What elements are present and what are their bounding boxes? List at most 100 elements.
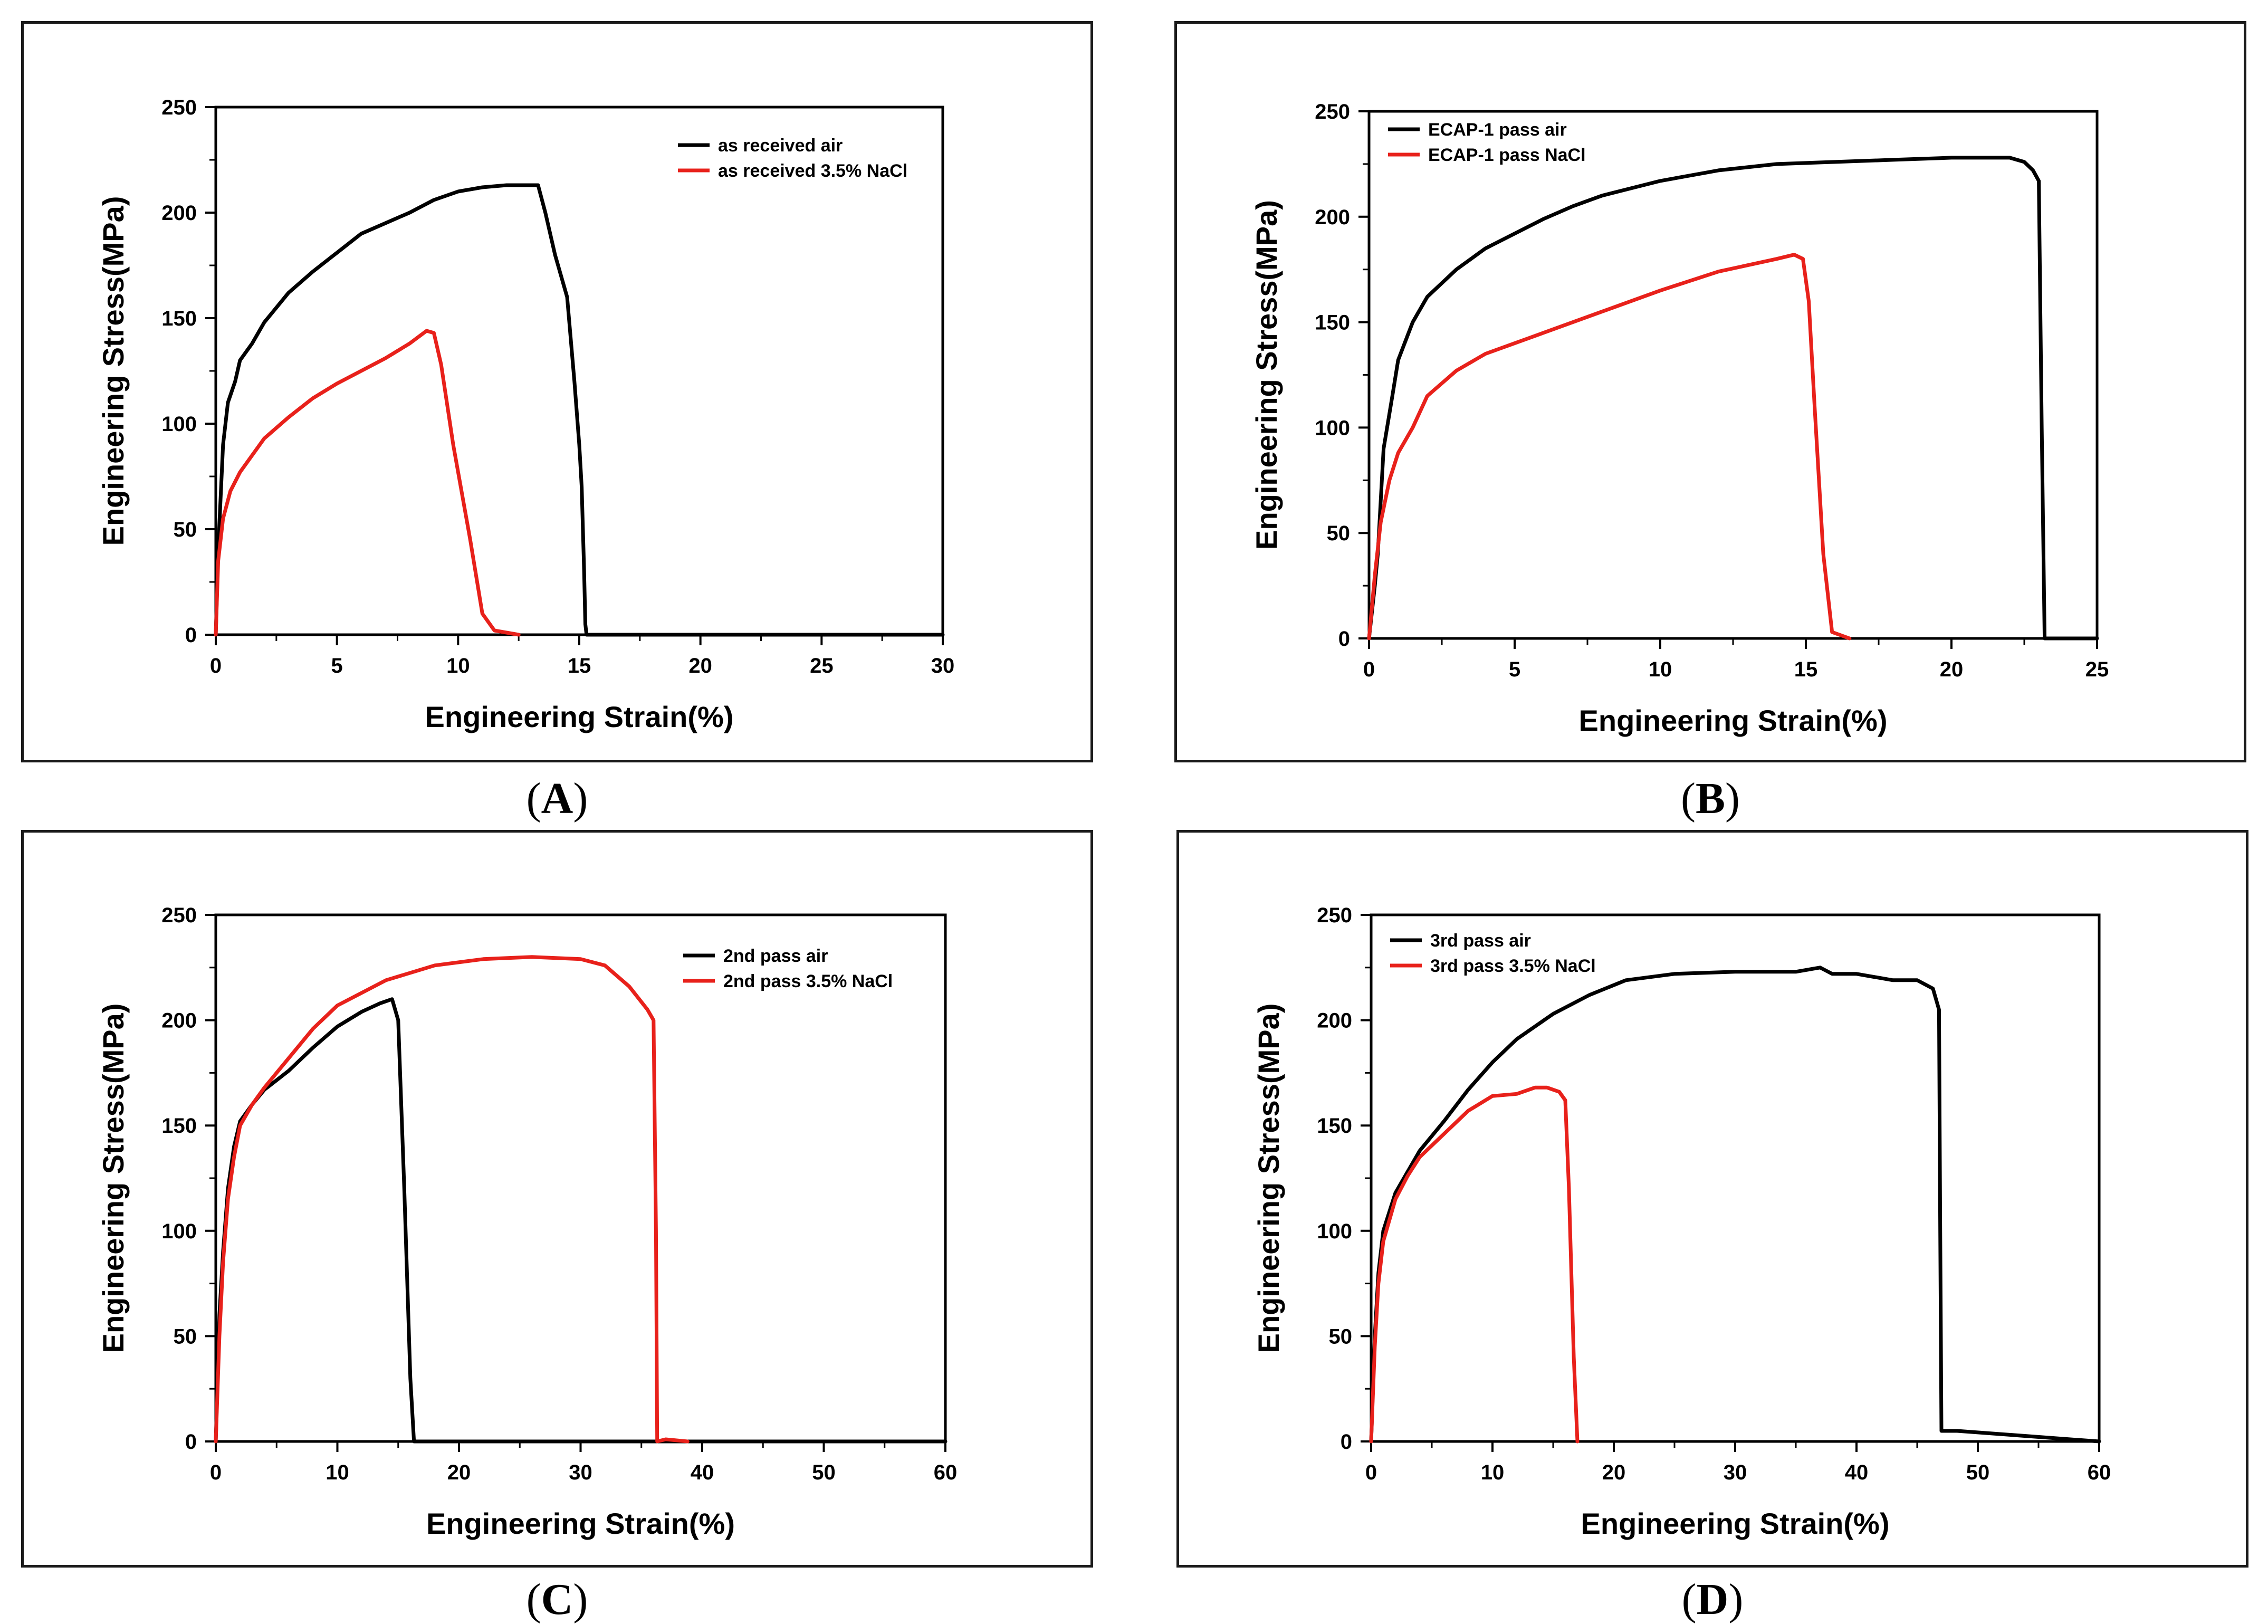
- x-tick-label-b-5: 25: [2085, 658, 2109, 681]
- series-line-d-0: [1369, 966, 2101, 1444]
- x-tick-label-d-6: 60: [2088, 1461, 2111, 1484]
- caption-c-open: (: [526, 1575, 541, 1624]
- y-tick-label-c-5: 250: [161, 904, 197, 927]
- x-axis-title-d: Engineering Strain(%): [1581, 1507, 1890, 1540]
- y-tick-label-d-4: 200: [1317, 1009, 1352, 1033]
- x-tick-label-a-3: 15: [568, 654, 591, 677]
- y-tick-label-b-3: 150: [1315, 311, 1350, 335]
- chart-c: 0 10 20 30 40 50 60 0 50 100 150 200 250 Engineering …: [97, 904, 958, 1540]
- x-tick-label-d-0: 0: [1365, 1461, 1377, 1484]
- y-tick-label-c-3: 150: [161, 1114, 197, 1138]
- y-tick-label-d-5: 250: [1317, 904, 1352, 927]
- x-tick-label-a-5: 25: [810, 654, 834, 677]
- y-axis-title-b: Engineering Stress(MPa): [1250, 200, 1283, 550]
- x-tick-label-a-1: 5: [331, 654, 343, 677]
- x-axis-title-c: Engineering Strain(%): [426, 1507, 735, 1540]
- y-tick-label-c-0: 0: [185, 1430, 197, 1454]
- y-axis-title-d: Engineering Stress(MPa): [1252, 1004, 1285, 1353]
- x-tick-label-b-0: 0: [1363, 658, 1375, 681]
- caption-b-open: (: [1681, 774, 1696, 823]
- x-tick-label-a-4: 20: [688, 654, 712, 677]
- series-line-a-1: [214, 329, 521, 637]
- x-tick-label-c-5: 50: [812, 1461, 836, 1484]
- x-tick-label-b-2: 10: [1649, 658, 1672, 681]
- y-tick-label-a-3: 150: [161, 307, 197, 330]
- y-tick-label-a-0: 0: [185, 624, 197, 647]
- chart-d: 0 10 20 30 40 50 60 0 50 100 150 200 250 Engineering …: [1252, 904, 2111, 1540]
- y-tick-label-a-1: 50: [174, 518, 197, 541]
- y-axis-title-c: Engineering Stress(MPa): [97, 1004, 130, 1353]
- chart-a: 0 5 10 15 20 25 30 0 50 100 150 200 250 Engineering S…: [97, 96, 955, 733]
- legend-label-a-1: as received 3.5% NaCl: [718, 161, 907, 181]
- y-axis-title-a: Engineering Stress(MPa): [97, 196, 130, 546]
- x-tick-label-a-0: 0: [210, 654, 222, 677]
- series-line-d-1: [1369, 1085, 1580, 1444]
- legend-label-c-1: 2nd pass 3.5% NaCl: [723, 971, 893, 991]
- y-tick-label-b-4: 200: [1315, 206, 1350, 229]
- x-tick-label-c-2: 20: [447, 1461, 471, 1484]
- y-tick-label-d-2: 100: [1317, 1220, 1352, 1243]
- y-tick-label-d-3: 150: [1317, 1114, 1352, 1138]
- series-line-b-1: [1367, 253, 1852, 641]
- series-line-a-0: [214, 183, 945, 637]
- x-axis-title-b: Engineering Strain(%): [1579, 704, 1888, 737]
- x-tick-label-c-1: 10: [326, 1461, 349, 1484]
- y-tick-label-c-1: 50: [174, 1325, 197, 1348]
- y-tick-label-b-5: 250: [1315, 100, 1350, 123]
- x-tick-label-c-4: 40: [691, 1461, 714, 1484]
- y-tick-label-a-4: 200: [161, 202, 197, 225]
- x-axis-title-a: Engineering Strain(%): [425, 700, 734, 733]
- x-tick-label-c-3: 30: [569, 1461, 592, 1484]
- plot-frame-d: [1370, 913, 2101, 1443]
- y-tick-label-c-4: 200: [161, 1009, 197, 1033]
- caption-c-letter: C: [541, 1575, 573, 1624]
- caption-d-open: (: [1681, 1575, 1697, 1624]
- caption-a: (A): [399, 777, 715, 821]
- chart-panel-c: 0 10 20 30 40 50 60 0 50 100 150 200 250 Engineering …: [21, 830, 1093, 1568]
- legend-label-b-0: ECAP-1 pass air: [1428, 120, 1567, 140]
- y-tick-label-d-0: 0: [1341, 1430, 1352, 1454]
- legend-label-c-0: 2nd pass air: [723, 946, 828, 966]
- y-tick-label-b-1: 50: [1327, 522, 1351, 545]
- x-tick-label-d-1: 10: [1481, 1461, 1505, 1484]
- y-tick-label-b-2: 100: [1315, 416, 1350, 440]
- x-tick-label-d-5: 50: [1966, 1461, 1990, 1484]
- caption-b-close: ): [1725, 774, 1740, 823]
- plot-frame-a: [214, 106, 944, 636]
- x-tick-label-c-6: 60: [934, 1461, 958, 1484]
- x-tick-label-d-4: 40: [1845, 1461, 1869, 1484]
- y-tick-label-c-2: 100: [161, 1220, 197, 1243]
- legend-label-b-1: ECAP-1 pass NaCl: [1428, 145, 1586, 165]
- x-tick-label-a-6: 30: [931, 654, 955, 677]
- caption-d-close: ): [1728, 1575, 1744, 1624]
- plot-frame-b: [1367, 110, 2099, 640]
- legend-label-a-0: as received air: [718, 136, 843, 156]
- chart-panel-a: 0 5 10 15 20 25 30 0 50 100 150 200 250 Engineering S…: [21, 21, 1093, 762]
- legend-label-d-1: 3rd pass 3.5% NaCl: [1430, 956, 1596, 976]
- x-tick-label-d-2: 20: [1602, 1461, 1626, 1484]
- x-tick-label-d-3: 30: [1724, 1461, 1747, 1484]
- x-tick-label-a-2: 10: [446, 654, 470, 677]
- chart-panel-b: 0 5 10 15 20 25 0 50 100 150 200 250 Engineering Str…: [1174, 21, 2246, 762]
- x-tick-label-b-3: 15: [1794, 658, 1818, 681]
- y-tick-label-a-5: 250: [161, 96, 197, 119]
- x-tick-label-b-1: 5: [1509, 658, 1520, 681]
- legend-label-d-0: 3rd pass air: [1430, 931, 1531, 951]
- caption-c-close: ): [573, 1575, 588, 1624]
- x-tick-label-c-0: 0: [210, 1461, 222, 1484]
- y-tick-label-d-1: 50: [1329, 1325, 1353, 1348]
- x-tick-label-b-4: 20: [1940, 658, 1964, 681]
- caption-b: (B): [1552, 777, 1869, 821]
- series-line-b-0: [1367, 156, 2099, 641]
- series-line-c-0: [214, 997, 948, 1444]
- caption-d: (D): [1554, 1578, 1871, 1622]
- caption-b-letter: B: [1695, 774, 1726, 823]
- caption-a-letter: A: [541, 774, 573, 823]
- series-line-c-1: [214, 955, 690, 1444]
- y-tick-label-a-2: 100: [161, 413, 197, 436]
- caption-a-open: (: [526, 774, 541, 823]
- caption-c: (C): [399, 1578, 715, 1622]
- plot-frame-c: [214, 913, 947, 1443]
- caption-a-close: ): [573, 774, 588, 823]
